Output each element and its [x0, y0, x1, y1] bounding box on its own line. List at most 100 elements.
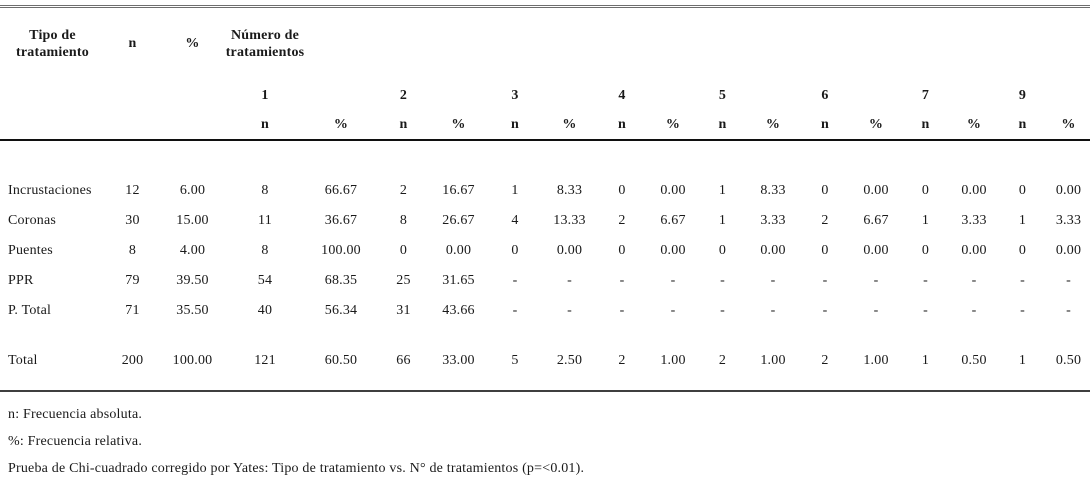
table-cell: 54 [257, 272, 273, 288]
group-header-3: 3 [511, 87, 519, 103]
table-cell: 31 [396, 302, 411, 318]
subheader-n: n [225, 110, 305, 141]
table-cell: 8.33 [760, 182, 786, 198]
table-cell: 25 [396, 272, 411, 288]
table-cell: 2 [618, 212, 626, 228]
table-cell: 1 [921, 212, 930, 228]
table-cell: 3.33 [1055, 212, 1082, 228]
table-cell: - [670, 272, 676, 288]
table-body: Incrustaciones 12 6.00 8 66.67 2 16.67 1 8.33 0 0.… [0, 140, 1090, 391]
spacer-cell [0, 326, 1090, 346]
table-cell: 5 [511, 352, 519, 368]
table-row: Incrustaciones 12 6.00 8 66.67 2 16.67 1 8.33 0 0.… [0, 176, 1090, 206]
table-cell: 0.00 [1055, 242, 1082, 258]
table-cell: 0.00 [863, 182, 889, 198]
subheader-percent: % [747, 110, 799, 141]
table-cell: 2 [821, 352, 829, 368]
spacer-cell [0, 376, 1090, 391]
table-cell: 0 [1018, 182, 1027, 198]
table-cell: - [822, 302, 828, 318]
subheader-percent: % [1047, 110, 1090, 141]
table-cell: 1 [718, 212, 727, 228]
table-cell: - [512, 302, 518, 318]
subheader-n: n [998, 110, 1047, 141]
header-empty [950, 81, 998, 111]
table-cell: - [822, 272, 828, 288]
table-cell: 4 [511, 212, 519, 228]
table-cell: 0.50 [961, 352, 987, 368]
table-cell: 33.00 [442, 352, 475, 368]
table-cell: 71 [125, 302, 140, 318]
table-cell: - [567, 302, 572, 318]
table-cell: 0.00 [760, 242, 786, 258]
table-cell: 3.33 [961, 212, 987, 228]
subheader-percent: % [305, 110, 377, 141]
table-cell: - [971, 272, 977, 288]
subheader-percent: % [851, 110, 901, 141]
footnote-n: n: Frecuencia absoluta. [8, 406, 143, 422]
table-row: Coronas 30 15.00 11 36.67 8 26.67 4 13.33 2 6.67 1 3… [0, 206, 1090, 236]
table-cell: - [567, 272, 572, 288]
table-cell: - [1020, 302, 1025, 318]
subheader-n: n [799, 110, 851, 141]
table-cell: - [923, 272, 928, 288]
table-cell: 66 [396, 352, 411, 368]
table-cell: 2 [618, 352, 626, 368]
table-cell: 0.00 [556, 242, 583, 258]
group-header-2: 2 [399, 87, 408, 103]
table-cell: 1.00 [660, 352, 686, 368]
table-cell: 0 [399, 242, 408, 258]
total-row: Total 200 100.00 121 60.50 66 33.00 5 2.50 2 1.00 2… [0, 346, 1090, 376]
table-cell: 68.35 [324, 272, 358, 288]
table-cell: 0 [718, 242, 727, 258]
table-cell: 12 [125, 182, 140, 198]
table-cell: 13.33 [553, 212, 586, 228]
table-cell: - [512, 272, 518, 288]
header-empty [0, 110, 225, 141]
table-cell: 11 [258, 212, 272, 228]
subheader-n: n [596, 110, 648, 141]
group-header-9: 9 [1018, 87, 1027, 103]
table-cell: - [770, 302, 776, 318]
table-cell: 0 [821, 182, 829, 198]
subheader-percent: % [430, 110, 487, 141]
table-cell: 0 [511, 242, 519, 258]
subheader-n: n [487, 110, 543, 141]
table-cell: 0.00 [660, 182, 686, 198]
table-cell: 0.00 [961, 182, 987, 198]
table-cell: 36.67 [324, 212, 358, 228]
table-cell: 2 [399, 182, 408, 198]
table-cell: 1 [921, 352, 930, 368]
row-label: Total [8, 352, 38, 368]
treatment-frequency-table: Tipo de tratamiento n % Número de tratam… [0, 5, 1090, 392]
table-cell: - [670, 302, 676, 318]
header-empty [430, 81, 487, 111]
table-cell: 1.00 [760, 352, 786, 368]
header-empty [851, 81, 901, 111]
header-empty [648, 81, 698, 111]
table-cell: 121 [254, 352, 276, 368]
table-cell: 8.33 [556, 182, 583, 198]
table-row: Puentes 8 4.00 8 100.00 0 0.00 0 0.00 0 0.00 0 0.00 0… [0, 236, 1090, 266]
table-cell: 3.33 [760, 212, 786, 228]
table-cell: 4.00 [179, 242, 206, 258]
table-cell: 0 [821, 242, 829, 258]
table-cell: 8 [128, 242, 137, 258]
subheader-percent: % [648, 110, 698, 141]
row-label: Coronas [8, 212, 57, 228]
group-header-1: 1 [261, 87, 269, 103]
row-label: Incrustaciones [8, 182, 92, 198]
table-cell: - [1066, 302, 1071, 318]
subheader-percent: % [950, 110, 998, 141]
table-cell: 1 [1018, 212, 1027, 228]
table-cell: - [619, 302, 625, 318]
table-cell: 66.67 [324, 182, 358, 198]
table-cell: 6.67 [660, 212, 686, 228]
table-cell: - [720, 272, 725, 288]
table-cell: 8 [261, 182, 269, 198]
header-empty [0, 81, 225, 111]
subheader-n: n [377, 110, 430, 141]
group-header-7: 7 [921, 87, 930, 103]
table-cell: 8 [399, 212, 408, 228]
table-cell: 31.65 [442, 272, 475, 288]
